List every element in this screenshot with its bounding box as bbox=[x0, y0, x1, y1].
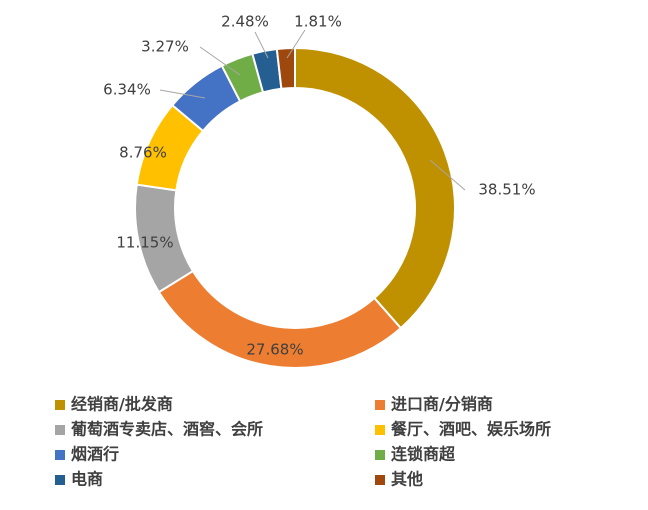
legend-swatch bbox=[375, 400, 385, 410]
data-label: 38.51% bbox=[478, 181, 535, 199]
legend-label: 烟酒行 bbox=[71, 445, 119, 464]
data-label: 6.34% bbox=[103, 81, 151, 99]
legend-swatch bbox=[55, 475, 65, 485]
data-label: 1.81% bbox=[294, 13, 342, 31]
legend-label: 其他 bbox=[391, 470, 423, 489]
legend-swatch bbox=[55, 425, 65, 435]
leader-line bbox=[159, 89, 206, 99]
data-label: 2.48% bbox=[221, 13, 269, 31]
data-label: 3.27% bbox=[141, 38, 189, 56]
legend-label: 葡萄酒专卖店、酒窖、会所 bbox=[70, 420, 263, 439]
legend-label: 餐厅、酒吧、娱乐场所 bbox=[390, 420, 551, 439]
leader-line bbox=[254, 31, 269, 59]
legend-label: 连锁商超 bbox=[391, 445, 456, 464]
leader-line bbox=[199, 46, 241, 76]
legend-swatch bbox=[375, 450, 385, 460]
donut-slice bbox=[275, 46, 296, 90]
legend-label: 经销商/批发商 bbox=[71, 395, 173, 414]
donut-slice bbox=[294, 46, 456, 330]
legend-label: 电商 bbox=[71, 470, 103, 489]
data-label: 27.68% bbox=[246, 341, 303, 359]
leader-line bbox=[286, 29, 306, 59]
legend-swatch bbox=[375, 425, 385, 435]
legend-swatch bbox=[375, 475, 385, 485]
legend-label: 进口商/分销商 bbox=[391, 395, 493, 414]
data-label: 8.76% bbox=[119, 144, 167, 162]
leader-line bbox=[429, 159, 466, 191]
legend-swatch bbox=[55, 450, 65, 460]
legend-swatch bbox=[55, 400, 65, 410]
data-label: 11.15% bbox=[116, 234, 173, 252]
